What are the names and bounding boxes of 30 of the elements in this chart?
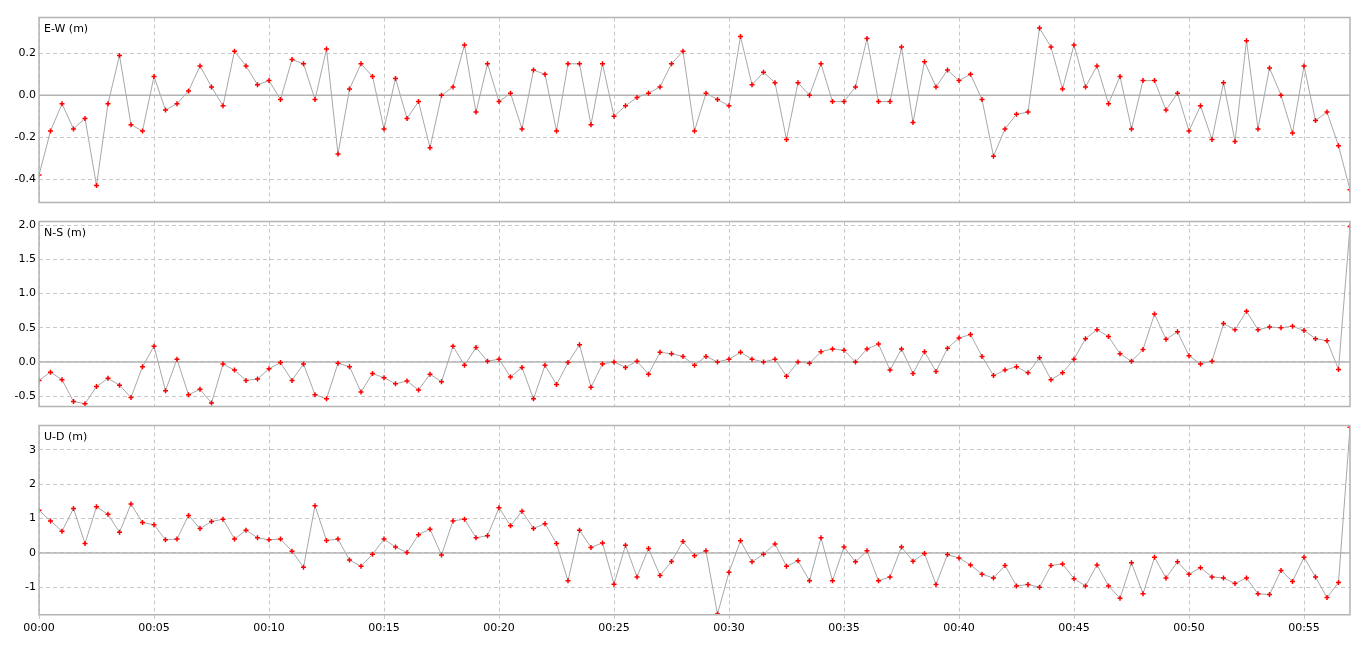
y-tick-label: 1 [29, 511, 36, 525]
x-tick-label: 00:15 [368, 621, 400, 635]
y-tick-label: -0.2 [14, 130, 36, 144]
y-tick-label: -0.5 [14, 388, 36, 402]
x-tick-label: 00:05 [138, 621, 170, 635]
y-tick-label: 2 [29, 476, 36, 490]
x-tick-label: 00:55 [1288, 621, 1320, 635]
x-tick-label: 00:45 [1058, 621, 1090, 635]
x-tick-label: 00:30 [713, 621, 745, 635]
y-tick-label: 0.2 [18, 46, 36, 60]
y-tick-label: 0.0 [18, 88, 36, 102]
y-tick-label: -1 [25, 580, 36, 594]
chart-title: U-D (m) [44, 429, 88, 443]
x-tick-label: 00:40 [943, 621, 975, 635]
y-tick-label: -0.4 [14, 172, 36, 186]
y-tick-label: 1.0 [18, 286, 36, 300]
y-tick-label: 0.5 [18, 320, 36, 334]
y-tick-label: 3 [29, 442, 36, 456]
x-tick-label: 00:50 [1173, 621, 1205, 635]
x-tick-label: 00:25 [598, 621, 630, 635]
x-tick-label: 00:10 [253, 621, 285, 635]
x-tick-label: 00:20 [483, 621, 515, 635]
chart-title: E-W (m) [44, 21, 89, 35]
x-tick-label: 00:35 [828, 621, 860, 635]
chart-title: N-S (m) [44, 225, 86, 239]
x-tick-label: 00:00 [23, 621, 55, 635]
y-tick-label: 0.0 [18, 354, 36, 368]
y-tick-label: 1.5 [18, 252, 36, 266]
y-tick-label: 0 [29, 545, 36, 559]
y-tick-label: 2.0 [18, 217, 36, 231]
